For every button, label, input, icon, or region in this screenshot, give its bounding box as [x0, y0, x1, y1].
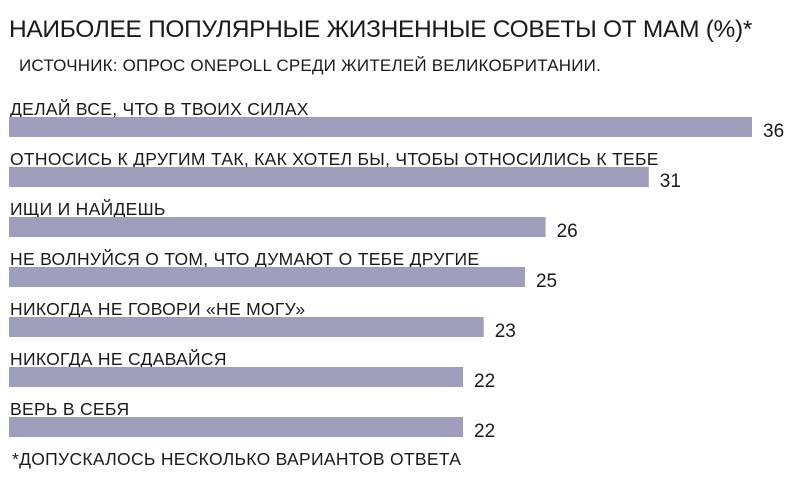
value-label: 31: [660, 171, 681, 192]
bar: [9, 367, 464, 387]
bar: [9, 417, 464, 437]
bar: [9, 117, 752, 137]
category-label: ДЕЛАЙ ВСЕ, ЧТО В ТВОИХ СИЛАХ: [10, 98, 309, 119]
chart-title: НАИБОЛЕЕ ПОПУЛЯРНЫЕ ЖИЗНЕННЫЕ СОВЕТЫ ОТ …: [9, 16, 753, 43]
bar: [9, 317, 484, 337]
category-label: ОТНОСИСЬ К ДРУГИМ ТАК, КАК ХОТЕЛ БЫ, ЧТО…: [10, 149, 659, 169]
bar: [9, 217, 546, 237]
category-label: НИКОГДА НЕ ГОВОРИ «НЕ МОГУ»: [10, 299, 305, 319]
value-label: 23: [495, 321, 516, 342]
category-label: НЕ ВОЛНУЙСЯ О ТОМ, ЧТО ДУМАЮТ О ТЕБЕ ДРУ…: [10, 248, 479, 269]
bar: [9, 267, 525, 287]
bar: [9, 167, 649, 187]
value-label: 25: [536, 271, 557, 292]
value-label: 26: [557, 221, 578, 242]
category-label: НИКОГДА НЕ СДАВАЙСЯ: [10, 348, 227, 369]
chart-footnote: *ДОПУСКАЛОСЬ НЕСКОЛЬКО ВАРИАНТОВ ОТВЕТА: [12, 449, 462, 469]
value-label: 36: [763, 121, 784, 142]
category-label: ВЕРЬ В СЕБЯ: [10, 399, 129, 419]
category-label: ИЩИ И НАЙДЕШЬ: [10, 198, 166, 219]
value-label: 22: [474, 421, 495, 442]
chart-source: ИСТОЧНИК: ОПРОС ONEPOLL СРЕДИ ЖИТЕЛЕЙ ВЕ…: [19, 56, 601, 75]
value-label: 22: [474, 371, 495, 392]
